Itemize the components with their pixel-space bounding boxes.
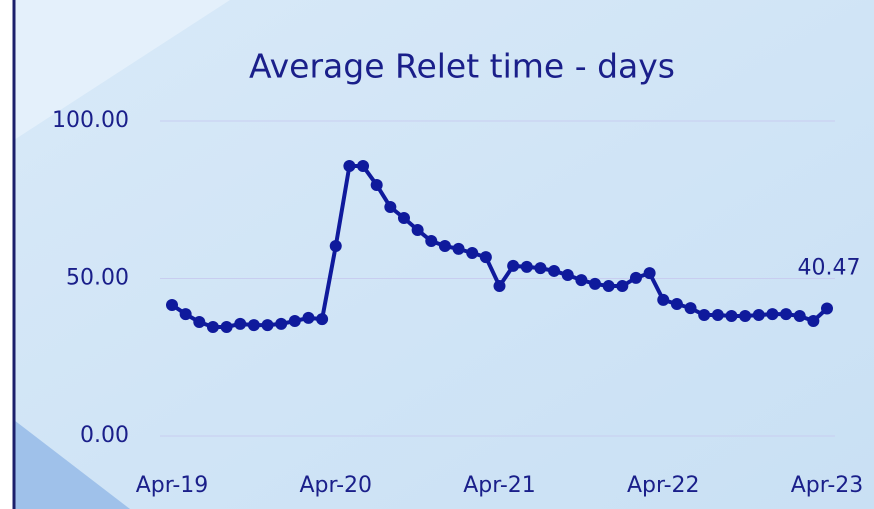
- point: [247, 319, 260, 332]
- point: [275, 317, 288, 330]
- data-label: 40.47: [798, 256, 861, 281]
- x-tick-label: Apr-23: [791, 473, 864, 498]
- point: [725, 309, 738, 322]
- point: [357, 160, 370, 173]
- point: [193, 315, 206, 328]
- point: [548, 264, 561, 277]
- decor-light: [14, 0, 230, 140]
- point: [452, 242, 465, 255]
- point: [821, 302, 833, 315]
- point: [807, 315, 820, 328]
- point: [534, 262, 547, 275]
- point: [602, 280, 615, 293]
- y-tick-label: 100.00: [52, 108, 129, 133]
- point: [752, 309, 765, 322]
- point: [561, 269, 574, 282]
- point: [711, 309, 724, 322]
- point: [370, 178, 383, 191]
- point: [766, 308, 779, 321]
- panel-border: [12, 0, 16, 509]
- point: [739, 309, 752, 322]
- point: [643, 267, 656, 280]
- point: [616, 280, 629, 293]
- point: [411, 223, 424, 236]
- point: [493, 280, 506, 293]
- point: [507, 259, 520, 272]
- point: [629, 271, 642, 284]
- point: [397, 212, 410, 225]
- point: [316, 313, 329, 326]
- point: [780, 308, 793, 321]
- point: [261, 319, 274, 332]
- chart-title: Average Relet time - days: [249, 47, 675, 86]
- point: [589, 277, 602, 290]
- decor-dark: [14, 420, 130, 509]
- x-tick-label: Apr-19: [136, 473, 209, 498]
- point: [302, 311, 315, 324]
- point: [793, 309, 806, 322]
- point: [438, 240, 451, 253]
- point: [698, 309, 711, 322]
- point: [479, 251, 492, 264]
- point: [384, 200, 397, 213]
- point: [206, 321, 219, 334]
- point: [575, 274, 588, 287]
- x-tick-label: Apr-21: [463, 473, 536, 498]
- point: [466, 246, 479, 259]
- point: [520, 260, 533, 273]
- point: [670, 298, 683, 311]
- point: [329, 240, 342, 253]
- y-tick-label: 50.00: [66, 266, 129, 291]
- point: [657, 293, 670, 306]
- point: [425, 235, 438, 248]
- y-tick-label: 0.00: [80, 423, 129, 448]
- x-tick-label: Apr-20: [299, 473, 372, 498]
- x-tick-label: Apr-22: [627, 473, 700, 498]
- point: [684, 302, 697, 315]
- point: [179, 308, 192, 321]
- point: [343, 160, 356, 173]
- panel-background: [14, 0, 874, 509]
- point: [166, 298, 178, 311]
- point: [288, 315, 301, 328]
- point: [220, 321, 233, 334]
- point: [234, 317, 247, 330]
